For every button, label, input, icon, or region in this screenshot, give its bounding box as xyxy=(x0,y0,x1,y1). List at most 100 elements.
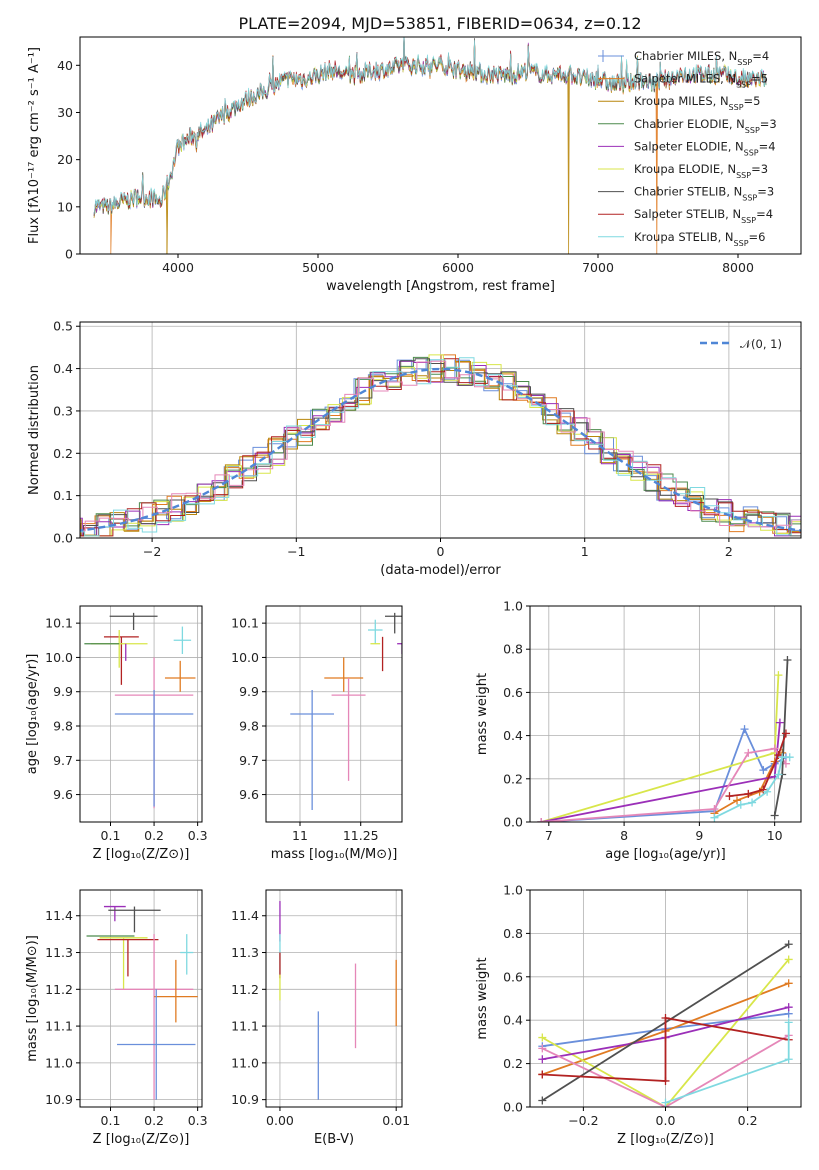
error-bar-point xyxy=(324,657,364,692)
axes-frame xyxy=(79,889,203,1108)
histogram-series xyxy=(80,357,801,537)
y-tick-label: 0.0 xyxy=(503,815,523,830)
spectrum-series xyxy=(93,37,767,215)
histogram-series xyxy=(80,354,801,537)
x-tick-label: 4000 xyxy=(162,260,194,275)
y-tick-label: 11.3 xyxy=(45,945,73,960)
error-bar-point xyxy=(103,905,126,922)
y-tick-label: 0.6 xyxy=(503,969,523,984)
error-bar-point xyxy=(90,630,148,668)
plot-area xyxy=(93,37,767,254)
chart-mass-weight-vs-age: 0.0 0.2 0.4 0.6 0.8 1.0 7 8 9 10 age [log₁₀(age/yr… xyxy=(475,599,802,862)
error-bar-point xyxy=(114,934,194,1100)
y-axis-label: Normed distribution xyxy=(27,365,42,495)
error-bar-point xyxy=(99,937,148,990)
x-axis-label: Z [log₁₀(Z/Z⊙)] xyxy=(93,847,190,862)
weight-marker xyxy=(784,1018,793,1027)
x-tick-label: 5000 xyxy=(302,260,334,275)
weight-marker xyxy=(710,813,719,822)
error-bar-point xyxy=(154,959,198,1023)
plot-area xyxy=(86,905,198,1100)
x-tick-label: 6000 xyxy=(442,260,474,275)
weight-marker xyxy=(763,787,772,796)
x-tick-label: 8 xyxy=(620,828,628,843)
y-axis-label: Flux [fλ10⁻¹⁷ erg cm⁻² s⁻¹ A⁻¹] xyxy=(27,47,42,244)
plot-area xyxy=(538,940,793,1107)
x-tick-label: 0.2 xyxy=(144,828,164,843)
legend-entry: Chabrier ELODIE, NSSP=3 xyxy=(634,117,777,135)
legend-entry: Kroupa ELODIE, NSSP=3 xyxy=(634,162,768,180)
x-tick-label: −1 xyxy=(287,544,305,559)
y-axis-label: age [log₁₀(age/yr)] xyxy=(25,654,40,775)
legend-entry: 𝒩(0, 1) xyxy=(740,337,782,351)
x-tick-label: 2 xyxy=(725,544,733,559)
x-tick-label: 7 xyxy=(545,828,553,843)
y-tick-label: 0.8 xyxy=(503,926,523,941)
histogram-series xyxy=(80,360,801,537)
weight-marker xyxy=(774,671,783,680)
weight-marker xyxy=(783,656,792,664)
error-bar-point xyxy=(397,643,402,654)
legend-entry: Chabrier MILES, NSSP=4 xyxy=(634,49,769,67)
x-tick-label: 1 xyxy=(581,544,589,559)
y-tick-label: 9.9 xyxy=(239,684,259,699)
legend-entry: Chabrier STELIB, NSSP=3 xyxy=(634,185,774,203)
y-tick-label: 0.5 xyxy=(53,319,73,334)
x-tick-label: 0.3 xyxy=(188,1113,208,1128)
weight-marker xyxy=(538,1096,547,1105)
x-tick-label: −2 xyxy=(143,544,161,559)
y-tick-label: 0 xyxy=(65,247,73,262)
x-tick-label: 0.2 xyxy=(738,1113,758,1128)
legend-entry: Salpeter ELODIE, NSSP=4 xyxy=(634,139,776,157)
y-tick-label: 11.0 xyxy=(231,1055,259,1070)
y-tick-label: 10.1 xyxy=(45,616,73,631)
histogram-series xyxy=(80,358,801,537)
x-tick-label: 8000 xyxy=(722,260,754,275)
x-axis-label: Z [log₁₀(Z/Z⊙)] xyxy=(617,1132,714,1147)
x-axis-label: wavelength [Angstrom, rest frame] xyxy=(326,279,555,294)
x-tick-label: 0.1 xyxy=(101,828,121,843)
y-tick-label: 10.0 xyxy=(45,650,73,665)
y-tick-label: 9.8 xyxy=(239,719,259,734)
y-tick-label: 0.4 xyxy=(53,361,73,376)
weight-marker xyxy=(744,748,753,757)
weight-marker xyxy=(770,811,779,820)
legend-entry: Kroupa MILES, NSSP=5 xyxy=(634,94,760,112)
y-axis-label: mass weight xyxy=(475,957,490,1039)
y-tick-label: 0.0 xyxy=(503,1100,523,1115)
y-tick-label: 0.1 xyxy=(53,488,73,503)
weight-series xyxy=(541,1034,790,1107)
y-tick-label: 20 xyxy=(57,152,73,167)
x-axis-label: age [log₁₀(age/yr)] xyxy=(605,847,726,862)
weight-marker xyxy=(538,1055,547,1064)
y-tick-label: 9.7 xyxy=(53,753,73,768)
y-tick-label: 1.0 xyxy=(503,599,523,614)
y-tick-label: 40 xyxy=(57,58,73,73)
axes-frame xyxy=(79,605,203,823)
x-tick-label: 0.2 xyxy=(144,1113,164,1128)
weight-marker xyxy=(781,729,790,738)
y-tick-label: 0.2 xyxy=(53,446,73,461)
weight-series xyxy=(541,722,781,822)
y-tick-label: 0.4 xyxy=(503,728,523,743)
weight-series xyxy=(714,756,790,819)
legend-entry: Salpeter MILES, NSSP=5 xyxy=(634,72,768,90)
weight-marker xyxy=(784,1055,793,1064)
y-tick-label: 10.0 xyxy=(231,650,259,665)
y-tick-label: 10.9 xyxy=(231,1092,259,1107)
weight-marker xyxy=(748,798,757,807)
x-tick-label: 10 xyxy=(767,828,783,843)
x-axis-label: (data-model)/error xyxy=(380,563,501,578)
error-bar-point xyxy=(368,619,383,644)
y-axis-label: mass weight xyxy=(475,673,490,755)
error-bar-point xyxy=(103,636,139,685)
histogram-series xyxy=(80,360,801,532)
x-axis-label: mass [log₁₀(M/M⊙)] xyxy=(271,847,398,862)
x-tick-label: 11 xyxy=(292,828,308,843)
y-tick-label: 11.4 xyxy=(231,908,259,923)
chart-age-vs-mass: 9.6 9.7 9.8 9.9 10.0 10.1 11 11.25 mass [log₁₀(M… xyxy=(231,605,403,862)
weight-marker xyxy=(770,744,779,753)
y-tick-label: 0.2 xyxy=(503,1056,523,1071)
y-tick-label: 11.3 xyxy=(231,945,259,960)
x-tick-label: −0.2 xyxy=(568,1113,598,1128)
